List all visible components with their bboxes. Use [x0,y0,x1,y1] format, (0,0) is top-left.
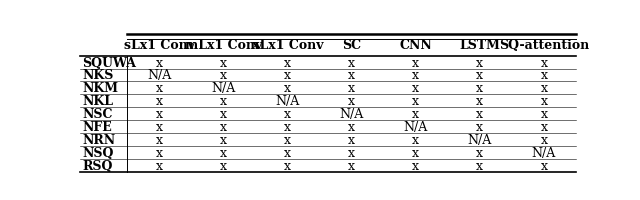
Text: x: x [540,69,547,82]
Text: x: x [284,133,291,146]
Text: x: x [540,133,547,146]
Text: x: x [476,159,483,172]
Text: x: x [284,82,291,95]
Text: x: x [156,95,163,108]
Text: x: x [220,108,227,121]
Text: x: x [412,82,419,95]
Text: x: x [348,146,355,159]
Text: x: x [348,120,355,133]
Text: x: x [220,69,227,82]
Text: x: x [284,69,291,82]
Text: x: x [156,146,163,159]
Text: x: x [156,82,163,95]
Text: x: x [476,108,483,121]
Text: NFE: NFE [83,120,112,133]
Text: x: x [348,133,355,146]
Text: x: x [412,108,419,121]
Text: N/A: N/A [275,95,300,108]
Text: NSQ: NSQ [83,146,114,159]
Text: x: x [220,159,227,172]
Text: x: x [220,146,227,159]
Text: x: x [348,159,355,172]
Text: x: x [348,82,355,95]
Text: x: x [412,133,419,146]
Text: x: x [284,159,291,172]
Text: x: x [284,146,291,159]
Text: x: x [156,108,163,121]
Text: x: x [348,69,355,82]
Text: x: x [156,120,163,133]
Text: SC: SC [342,39,361,52]
Text: N/A: N/A [211,82,236,95]
Text: NSC: NSC [83,108,113,121]
Text: x: x [476,120,483,133]
Text: N/A: N/A [147,69,172,82]
Text: x: x [476,146,483,159]
Text: x: x [412,159,419,172]
Text: N/A: N/A [404,120,428,133]
Text: x: x [348,95,355,108]
Text: x: x [476,95,483,108]
Text: RSQ: RSQ [83,159,113,172]
Text: SQUWA: SQUWA [83,56,136,69]
Text: CNN: CNN [399,39,432,52]
Text: x: x [476,69,483,82]
Text: x: x [540,120,547,133]
Text: NKM: NKM [83,82,118,95]
Text: N/A: N/A [468,133,492,146]
Text: x: x [220,133,227,146]
Text: x: x [412,95,419,108]
Text: x: x [284,108,291,121]
Text: x: x [476,56,483,69]
Text: x: x [156,56,163,69]
Text: x: x [284,120,291,133]
Text: NRN: NRN [83,133,115,146]
Text: x: x [156,133,163,146]
Text: x: x [412,146,419,159]
Text: xLx1 Conv: xLx1 Conv [252,39,323,52]
Text: x: x [348,56,355,69]
Text: NKS: NKS [83,69,114,82]
Text: x: x [540,56,547,69]
Text: SQ-attention: SQ-attention [499,39,589,52]
Text: x: x [284,56,291,69]
Text: x: x [412,56,419,69]
Text: x: x [220,56,227,69]
Text: N/A: N/A [532,146,556,159]
Text: x: x [220,95,227,108]
Text: x: x [540,159,547,172]
Text: LSTM: LSTM [460,39,500,52]
Text: NKL: NKL [83,95,113,108]
Text: x: x [220,120,227,133]
Text: x: x [156,159,163,172]
Text: x: x [540,108,547,121]
Text: x: x [540,95,547,108]
Text: x: x [540,82,547,95]
Text: x: x [412,69,419,82]
Text: sLx1 Conv: sLx1 Conv [124,39,195,52]
Text: x: x [476,82,483,95]
Text: N/A: N/A [339,108,364,121]
Text: mLx1 Conv: mLx1 Conv [185,39,262,52]
